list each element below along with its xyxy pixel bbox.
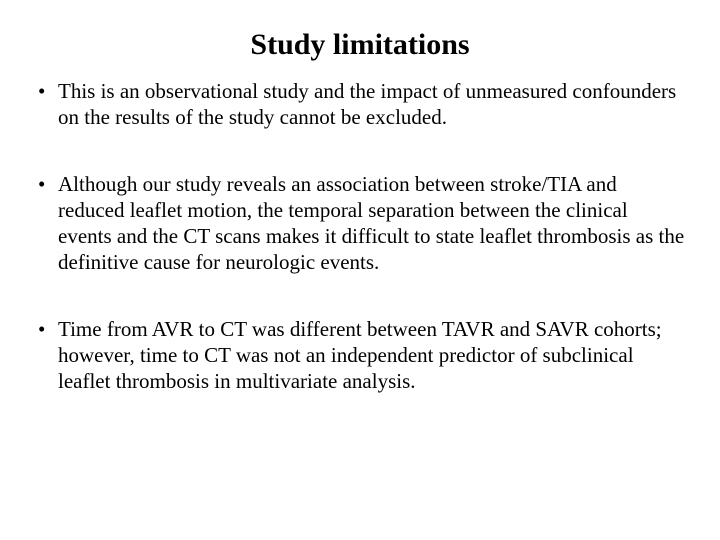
list-item: This is an observational study and the i… bbox=[34, 78, 686, 131]
list-item: Although our study reveals an associatio… bbox=[34, 171, 686, 276]
list-item: Time from AVR to CT was different betwee… bbox=[34, 316, 686, 395]
slide-title: Study limitations bbox=[34, 28, 686, 62]
bullet-list: This is an observational study and the i… bbox=[34, 78, 686, 394]
